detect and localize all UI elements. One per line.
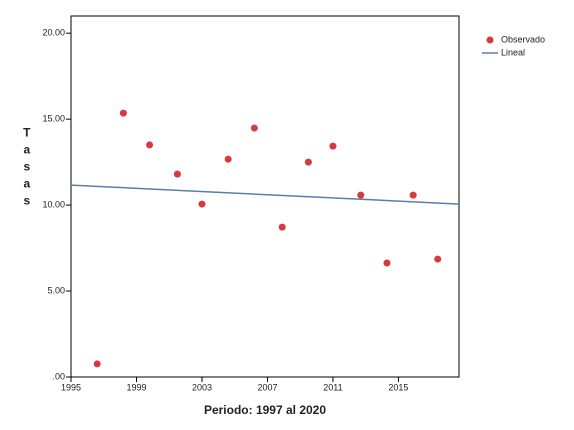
y-tick-label: 15.00: [42, 114, 65, 124]
data-point: [329, 142, 337, 150]
x-tick-label: 2007: [257, 382, 277, 392]
y-tick-label: 5.00: [47, 285, 65, 295]
data-point: [357, 191, 365, 199]
data-point: [278, 223, 286, 231]
data-point: [409, 191, 417, 199]
data-point: [383, 259, 391, 267]
data-point: [93, 360, 101, 368]
y-tick-label: .00: [52, 371, 65, 381]
fit-line: [70, 184, 460, 205]
x-tick-label: 2015: [388, 382, 408, 392]
data-point: [146, 141, 154, 149]
data-point: [198, 200, 206, 208]
legend-label: Observado: [501, 34, 545, 44]
plot-frame: [70, 15, 460, 378]
legend-label: Lineal: [501, 47, 525, 57]
data-point: [434, 255, 442, 263]
y-tick-label: 10.00: [42, 199, 65, 209]
x-tick-label: 1995: [61, 382, 81, 392]
data-point: [304, 158, 312, 166]
data-point: [224, 155, 232, 163]
x-tick-label: 2003: [192, 382, 212, 392]
data-point: [250, 124, 258, 132]
x-tick-label: 1999: [126, 382, 146, 392]
data-point: [173, 170, 181, 178]
x-axis-label: Periodo: 1997 al 2020: [204, 403, 326, 417]
y-axis-label: Tasas: [20, 126, 34, 211]
x-tick-label: 2011: [323, 382, 342, 392]
legend-marker: [486, 36, 494, 44]
data-point: [119, 109, 127, 117]
y-tick-label: 20.00: [42, 28, 65, 38]
